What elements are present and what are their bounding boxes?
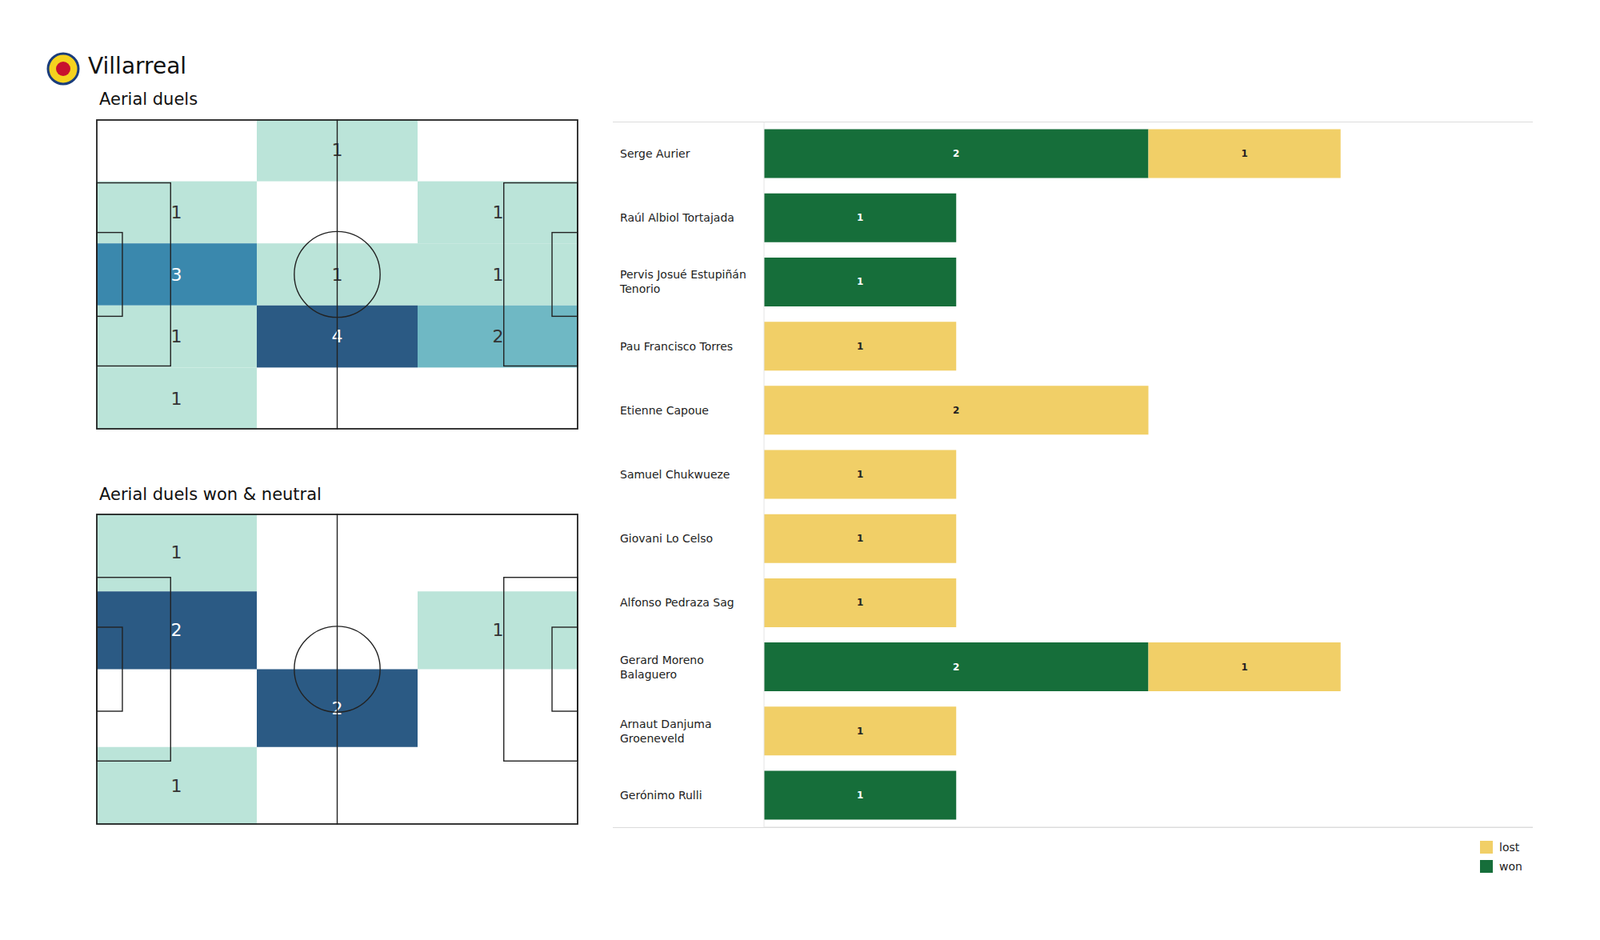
html-text:Aerial duels won & neutral: Aerial duels won & neutral [99,484,322,504]
svg-text:1: 1 [332,140,344,160]
svg-text:1: 1 [1240,148,1248,160]
svg-text:1: 1 [856,276,864,288]
svg-text:Etienne Capoue: Etienne Capoue [620,404,709,417]
svg-text:3: 3 [171,264,183,285]
svg-text:Alfonso Pedraza Sag: Alfonso Pedraza Sag [620,596,735,609]
svg-text:Samuel Chukwueze: Samuel Chukwueze [620,468,730,481]
svg-text:1: 1 [856,340,864,352]
svg-text:Arnaut DanjumaGroeneveld: Arnaut DanjumaGroeneveld [620,717,712,745]
svg-text:1: 1 [171,776,183,796]
svg-text:Raúl Albiol Tortajada: Raúl Albiol Tortajada [620,211,735,224]
svg-text:2: 2 [952,404,960,416]
svg-text:2: 2 [171,620,183,640]
svg-text:1: 1 [856,596,864,608]
svg-text:1: 1 [492,264,504,285]
svg-text:1: 1 [332,264,344,285]
svg-text:1: 1 [171,388,183,409]
svg-text:1: 1 [171,202,183,223]
svg-text:Gerard MorenoBalaguero: Gerard MorenoBalaguero [620,653,704,681]
svg-text:2: 2 [952,148,960,160]
svg-text:Pau Francisco Torres: Pau Francisco Torres [620,340,733,353]
svg-text:Gerónimo Rulli: Gerónimo Rulli [620,788,703,802]
svg-text:1: 1 [1240,661,1248,673]
svg-text:1: 1 [492,620,504,640]
svg-text:2: 2 [492,326,504,347]
svg-text:2: 2 [952,661,960,673]
svg-text:4: 4 [332,326,344,347]
svg-text:1: 1 [171,542,183,563]
svg-text:1: 1 [856,725,864,737]
svg-text:1: 1 [856,468,864,480]
svg-text:1: 1 [856,212,864,224]
svg-text:Serge Aurier: Serge Aurier [620,147,691,160]
svg-text:1: 1 [492,202,504,223]
svg-text:1: 1 [856,789,864,801]
svg-text:Pervis Josué EstupiñánTenorio: Pervis Josué EstupiñánTenorio [619,268,747,296]
svg-text:2: 2 [332,698,344,719]
html-text:lost: lost [1499,840,1520,854]
svg-text:Giovani Lo Celso: Giovani Lo Celso [620,532,713,545]
svg-text:1: 1 [171,326,183,347]
html-text:Villarreal: Villarreal [88,52,187,80]
html-text:Aerial duels: Aerial duels [99,89,198,109]
html-text:won: won [1499,860,1523,873]
svg-text:1: 1 [856,532,864,544]
